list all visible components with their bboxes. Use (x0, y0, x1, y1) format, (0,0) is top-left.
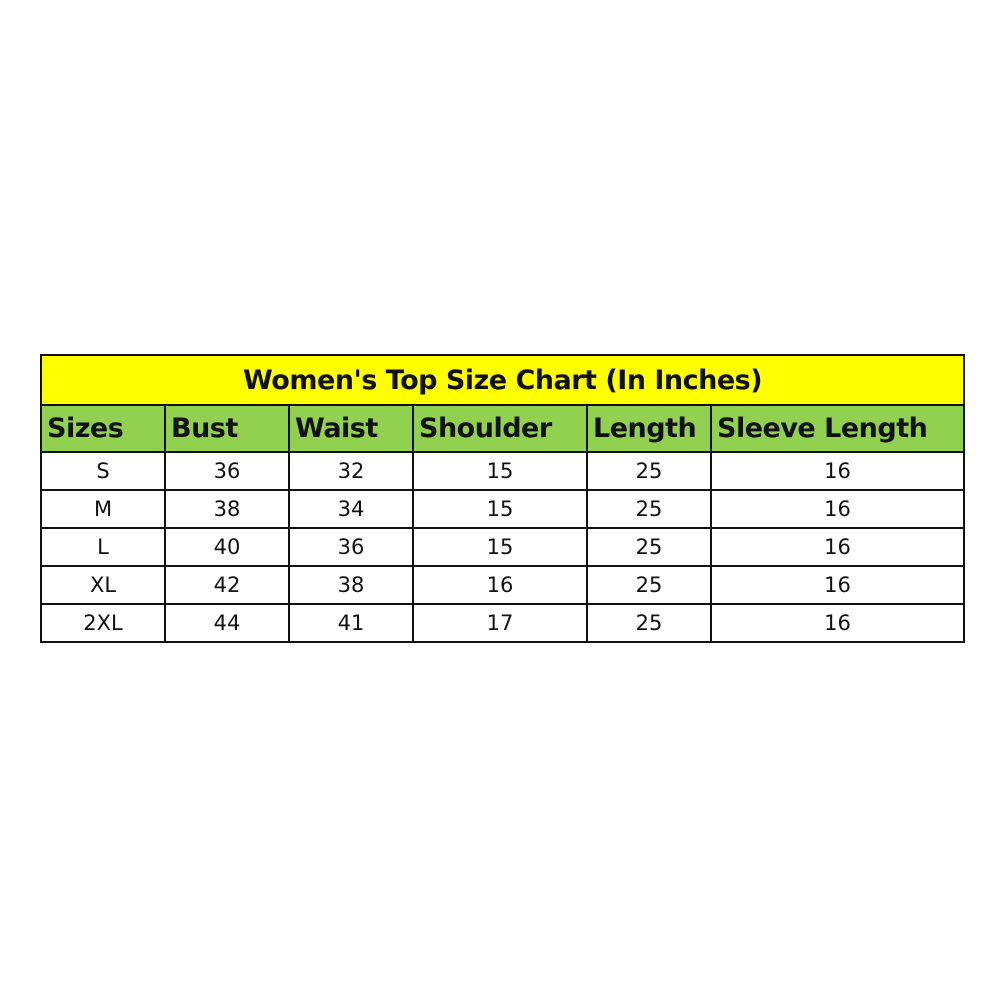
table-cell: 16 (412, 565, 588, 605)
table-row: S 36 32 15 25 16 (40, 451, 966, 491)
table-cell: 44 (164, 603, 290, 643)
table-row: L 40 36 15 25 16 (40, 527, 966, 567)
table-cell: 34 (288, 489, 414, 529)
table-cell: 25 (586, 565, 712, 605)
table-cell: 16 (709, 451, 966, 491)
table-cell: 15 (412, 489, 588, 529)
column-header-waist: Waist (288, 404, 414, 453)
table-cell: 32 (288, 451, 414, 491)
table-cell: 40 (164, 527, 290, 567)
header-row: Sizes Bust Waist Shoulder Length Sleeve Lengt… (40, 404, 966, 453)
table-title: Women's Top Size Chart (In Inches) (39, 354, 966, 406)
column-header-length: Length (586, 404, 712, 453)
column-header-sizes: Sizes (40, 404, 166, 453)
table-cell: 25 (586, 489, 712, 529)
column-header-shoulder: Shoulder (412, 404, 588, 453)
table-row: 2XL 44 41 17 25 16 (40, 603, 966, 643)
table-cell: 16 (709, 603, 966, 643)
table-cell: 42 (164, 565, 290, 605)
table-cell: 41 (288, 603, 414, 643)
table-cell: M (40, 489, 166, 529)
table-row: XL 42 38 16 25 16 (40, 565, 966, 605)
table-cell: 38 (164, 489, 290, 529)
table-cell: 25 (586, 603, 712, 643)
table-cell: 16 (709, 527, 966, 567)
table-cell: 2XL (40, 603, 166, 643)
table-cell: 15 (412, 451, 588, 491)
table-cell: 17 (412, 603, 588, 643)
table-cell: 38 (288, 565, 414, 605)
table-cell: 15 (412, 527, 588, 567)
table-row: M 38 34 15 25 16 (40, 489, 966, 529)
table-cell: XL (40, 565, 166, 605)
table-cell: 36 (288, 527, 414, 567)
table-cell: 16 (709, 565, 966, 605)
size-chart-table: Women's Top Size Chart (In Inches) Sizes… (39, 354, 966, 643)
table-cell: 25 (586, 527, 712, 567)
table-cell: 36 (164, 451, 290, 491)
table-cell: S (40, 451, 166, 491)
table-cell: 25 (586, 451, 712, 491)
table-cell: 16 (709, 489, 966, 529)
table-cell: L (40, 527, 166, 567)
column-header-bust: Bust (164, 404, 290, 453)
column-header-sleeve-length: Sleeve Length (709, 404, 966, 453)
